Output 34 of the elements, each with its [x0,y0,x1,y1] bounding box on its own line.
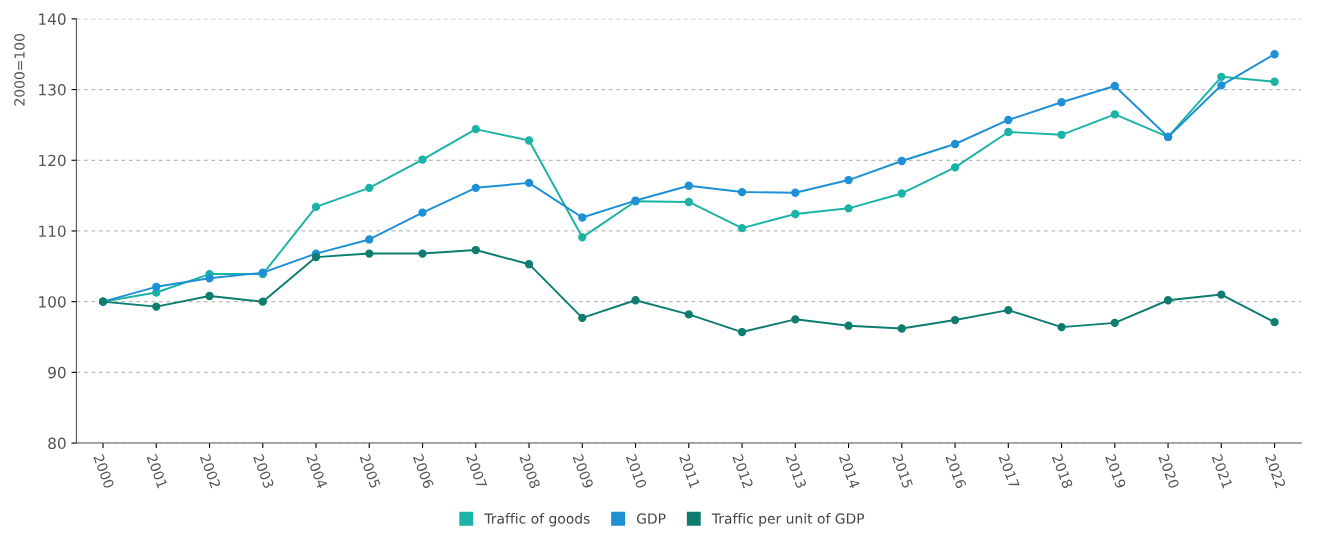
y-tick-label: 80 [48,437,66,450]
y-tick-label: 120 [39,154,66,167]
legend-label: Traffic of goods [484,513,590,527]
legend-label: GDP [636,513,666,524]
y-tick-label: 100 [39,296,66,308]
x-tick-label: 2012 [732,453,754,489]
x-tick-label: 2003 [253,453,275,489]
y-tick-label: 140 [39,13,66,25]
x-tick-label: 2005 [359,453,381,489]
x-tick-label: 2009 [572,453,594,489]
x-tick-label: 2004 [306,453,328,489]
x-tick-label: 2008 [519,453,541,489]
x-tick-label: 2015 [892,453,914,489]
x-tick-label: 2001 [146,453,168,489]
x-tick-label: 2013 [785,453,807,489]
x-tick-label: 2019 [1105,453,1127,489]
x-tick-label: 2021 [1211,453,1233,489]
x-tick-label: 2000 [93,453,115,489]
x-tick-label: 2006 [412,453,435,489]
x-tick-label: 2002 [199,453,221,489]
y-tick-label: 90 [48,366,66,379]
x-tick-label: 2011 [679,453,701,489]
x-tick-label: 2010 [625,453,648,489]
x-tick-label: 2020 [1158,453,1180,489]
y-axis-title: 2000=100 [14,33,25,106]
x-tick-label: 2018 [1051,453,1074,489]
y-tick-label: 130 [39,84,66,96]
x-tick-label: 2022 [1264,453,1286,489]
x-tick-label: 2014 [838,453,861,489]
x-tick-label: 2007 [466,453,488,489]
x-tick-label: 2017 [998,453,1020,489]
x-tick-label: 2016 [945,453,967,489]
legend-label: Traffic per unit of GDP [711,513,865,527]
y-tick-label: 110 [39,225,66,237]
